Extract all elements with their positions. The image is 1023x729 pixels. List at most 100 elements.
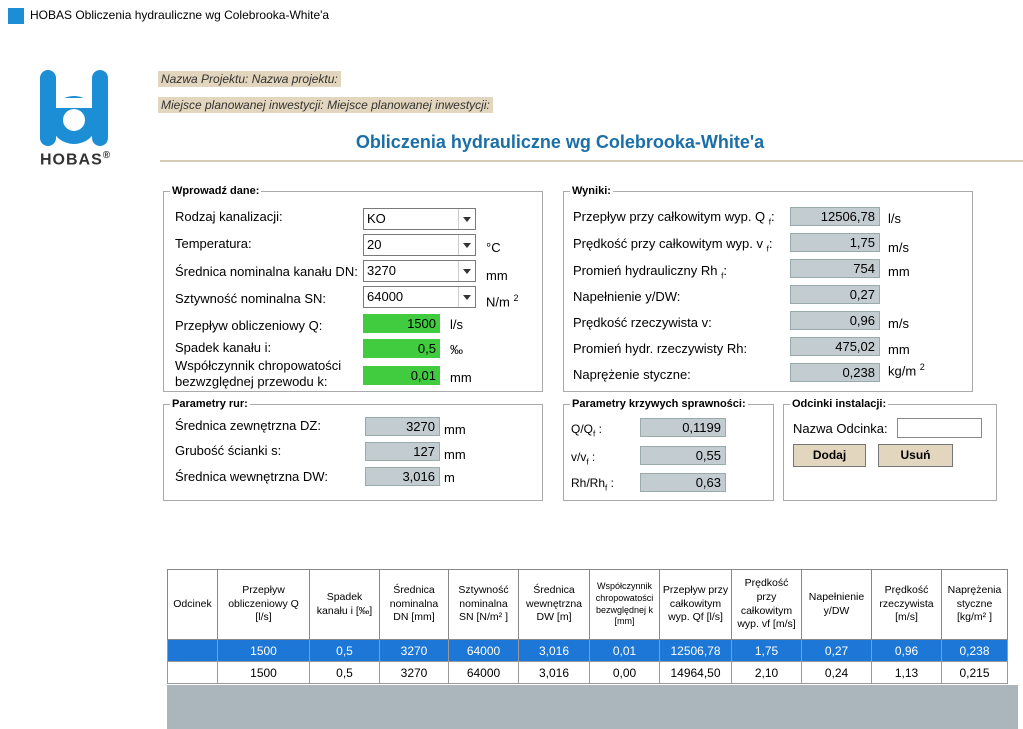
col-header-qf[interactable]: Przepływ przy całkowitym wyp. Qf [l/s] <box>659 569 732 640</box>
vf-value: 1,75 <box>790 233 880 252</box>
tau-value: 0,238 <box>790 363 880 382</box>
col-header-dw[interactable]: Średnica wewnętrzna DW [m] <box>518 569 590 640</box>
col-header-fill[interactable]: Napełnienie y/DW <box>801 569 872 640</box>
table-cell[interactable]: 3270 <box>379 639 449 662</box>
dw-unit: m <box>444 470 455 485</box>
s-label: Grubość ścianki s: <box>175 443 282 458</box>
add-segment-button[interactable]: Dodaj <box>793 444 866 467</box>
i-label: Spadek kanału i: <box>175 340 272 355</box>
table-cell[interactable]: 3,016 <box>518 639 590 662</box>
table-cell[interactable]: 3,016 <box>518 661 590 684</box>
page-title: Obliczenia hydrauliczne wg Colebrooka-Wh… <box>355 132 765 152</box>
input-legend: Wprowadź dane: <box>172 185 260 197</box>
table-row[interactable]: 1500 0,5 3270 64000 3,016 0,00 14964,50 … <box>167 661 1008 684</box>
input-panel: Wprowadź dane: <box>163 185 543 392</box>
table-cell[interactable]: 0,27 <box>801 639 872 662</box>
temperatura-label: Temperatura: <box>175 236 252 251</box>
table-header-row: Odcinek Przepływ obliczeniowy Q [l/s] Sp… <box>167 569 1008 640</box>
col-header-i[interactable]: Spadek kanału i [‰] <box>309 569 380 640</box>
table-cell[interactable]: 0,238 <box>941 639 1008 662</box>
segment-name-input[interactable] <box>897 418 982 438</box>
k-label-line1: Współczynnik chropowatości <box>175 358 342 373</box>
table-cell[interactable]: 0,5 <box>309 639 380 662</box>
dn-label: Średnica nominalna kanału DN: <box>175 264 358 279</box>
dz-value: 3270 <box>365 417 440 436</box>
qf-value: 12506,78 <box>790 207 880 226</box>
i-input[interactable]: 0,5 <box>363 339 440 358</box>
hobas-logo-mark-icon <box>40 70 108 146</box>
table-row[interactable]: 1500 0,5 3270 64000 3,016 0,01 12506,78 … <box>167 639 1008 662</box>
col-header-q[interactable]: Przepływ obliczeniowy Q [l/s] <box>217 569 310 640</box>
window-title: HOBAS Obliczenia hydrauliczne wg Colebro… <box>30 8 330 22</box>
col-header-odcinek[interactable]: Odcinek <box>167 569 218 640</box>
app-icon <box>8 8 24 24</box>
table-cell[interactable]: 2,10 <box>731 661 802 684</box>
tau-label: Naprężenie styczne: <box>573 367 691 382</box>
chevron-down-icon[interactable] <box>458 209 475 229</box>
curves-legend: Parametry krzywych sprawności: <box>572 398 746 410</box>
dn-unit: mm <box>486 268 508 283</box>
sn-unit: N/m 2 <box>486 293 519 310</box>
rh-value: 475,02 <box>790 337 880 356</box>
segments-panel: Odcinki instalacji: <box>783 398 997 501</box>
table-cell[interactable]: 0,24 <box>801 661 872 684</box>
table-cell[interactable]: 1500 <box>217 639 310 662</box>
rhrhf-value: 0,63 <box>640 473 726 492</box>
table-cell[interactable]: 1,13 <box>871 661 942 684</box>
col-header-vf[interactable]: Prędkość przy całkowitym wyp. vf [m/s] <box>731 569 802 640</box>
table-cell[interactable] <box>167 661 218 684</box>
project-name-value[interactable]: Nazwa projektu: <box>251 72 338 86</box>
dw-label: Średnica wewnętrzna DW: <box>175 469 328 484</box>
col-header-tau[interactable]: Naprężenia styczne [kg/m² ] <box>941 569 1008 640</box>
i-unit: ‰ <box>450 342 463 357</box>
q-label: Przepływ obliczeniowy Q: <box>175 318 323 333</box>
rh-label: Promień hydr. rzeczywisty Rh: <box>573 341 748 356</box>
table-cell[interactable]: 1500 <box>217 661 310 684</box>
temperatura-select[interactable]: 20 <box>363 234 476 256</box>
table-cell[interactable]: 64000 <box>448 661 519 684</box>
vf-unit: m/s <box>888 240 909 255</box>
table-cell[interactable]: 0,01 <box>589 639 660 662</box>
curves-panel: Parametry krzywych sprawności: <box>563 398 774 501</box>
dz-unit: mm <box>444 422 466 437</box>
table-cell[interactable]: 64000 <box>448 639 519 662</box>
vvf-label: v/vf : <box>571 450 596 467</box>
hobas-logo-text: HOBAS® <box>40 150 112 169</box>
chevron-down-icon[interactable] <box>458 261 475 281</box>
table-cell[interactable]: 0,5 <box>309 661 380 684</box>
sn-label: Sztywność nominalna SN: <box>175 291 327 306</box>
fill-label: Napełnienie y/DW: <box>573 289 681 304</box>
dz-label: Średnica zewnętrzna DZ: <box>175 418 321 433</box>
col-header-dn[interactable]: Średnica nominalna DN [mm] <box>379 569 449 640</box>
table-cell[interactable]: 0,00 <box>589 661 660 684</box>
col-header-k[interactable]: Współczynnik chropowatości bezwględnej k… <box>589 569 660 640</box>
kanalizacja-select[interactable]: KO <box>363 208 476 230</box>
chevron-down-icon[interactable] <box>458 287 475 307</box>
k-input[interactable]: 0,01 <box>363 366 440 385</box>
s-value: 127 <box>365 442 440 461</box>
table-cell[interactable]: 12506,78 <box>659 639 732 662</box>
table-cell[interactable]: 0,96 <box>871 639 942 662</box>
remove-segment-button[interactable]: Usuń <box>878 444 953 467</box>
hobas-logo: HOBAS® <box>38 70 128 175</box>
table-cell[interactable]: 0,215 <box>941 661 1008 684</box>
dn-select[interactable]: 3270 <box>363 260 476 282</box>
fill-value: 0,27 <box>790 285 880 304</box>
project-place-value[interactable]: Miejsce planowanej inwestycji: <box>327 98 490 112</box>
col-header-sn[interactable]: Sztywność nominalna SN [N/m² ] <box>448 569 519 640</box>
q-input[interactable]: 1500 <box>363 314 440 333</box>
table-cell[interactable] <box>167 639 218 662</box>
v-unit: m/s <box>888 316 909 331</box>
table-cell[interactable]: 1,75 <box>731 639 802 662</box>
table-cell[interactable]: 14964,50 <box>659 661 732 684</box>
col-header-v[interactable]: Prędkość rzeczywista [m/s] <box>871 569 942 640</box>
sn-select[interactable]: 64000 <box>363 286 476 308</box>
v-value: 0,96 <box>790 311 880 330</box>
results-table: Odcinek Przepływ obliczeniowy Q [l/s] Sp… <box>167 569 1008 684</box>
segment-name-label: Nazwa Odcinka: <box>793 421 888 436</box>
chevron-down-icon[interactable] <box>458 235 475 255</box>
tau-unit: kg/m 2 <box>888 362 925 379</box>
table-empty-area <box>167 685 1018 729</box>
temperatura-unit: °C <box>486 240 501 255</box>
table-cell[interactable]: 3270 <box>379 661 449 684</box>
